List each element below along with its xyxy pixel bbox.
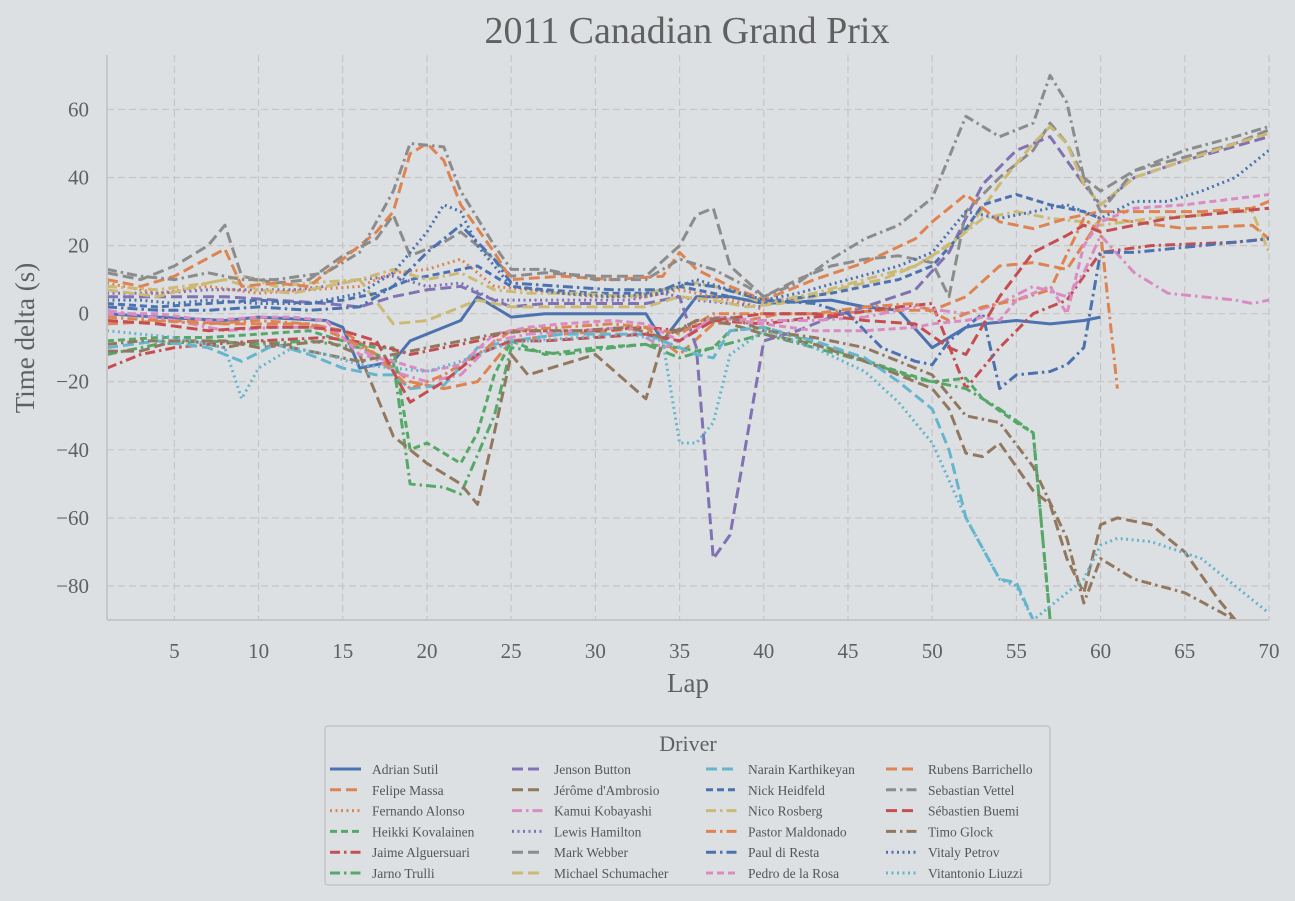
legend-title: Driver: [659, 731, 717, 756]
legend-label-sebastian-vettel: Sebastian Vettel: [928, 783, 1015, 798]
legend-label-paul-di-resta: Paul di Resta: [748, 845, 819, 860]
y-tick-label: −20: [56, 370, 89, 394]
series-line-felipe-massa: [107, 216, 1269, 391]
legend-entries: Adrian Sutil Felipe Massa Fernando Alonso H…: [330, 762, 1033, 881]
x-tick-label: 55: [1006, 639, 1027, 663]
legend-label-narain-karthikeyan: Narain Karthikeyan: [748, 762, 855, 777]
legend-label-nico-rosberg: Nico Rosberg: [748, 804, 823, 819]
y-tick-label: 0: [79, 302, 90, 326]
legend-label-kamui-kobayashi: Kamui Kobayashi: [554, 804, 652, 819]
series-line-kamui-kobayashi: [107, 233, 1269, 384]
legend-label-jenson-button: Jenson Button: [554, 762, 631, 777]
series-line-sebastien-buemi: [107, 206, 1269, 404]
x-tick-label: 15: [332, 639, 353, 663]
legend: Driver Adrian Sutil Felipe Massa Fernando …: [324, 725, 1051, 886]
x-tick-label: 35: [669, 639, 690, 663]
legend-label-pedro-de-la-rosa: Pedro de la Rosa: [748, 866, 839, 881]
x-tick-label: 65: [1174, 639, 1195, 663]
series-lines: [107, 73, 1269, 620]
legend-label-vitaly-petrov: Vitaly Petrov: [928, 845, 1000, 860]
series-line-mark-webber: [107, 121, 1269, 299]
x-tick-label: 70: [1259, 639, 1280, 663]
series-line-heikki-kovalainen: [107, 325, 1052, 620]
x-tick-label: 20: [416, 639, 437, 663]
series-line-pedro-de-la-rosa: [107, 193, 1269, 373]
x-axis-label: Lap: [667, 668, 709, 698]
x-tick-label: 25: [501, 639, 522, 663]
legend-label-michael-schumacher: Michael Schumacher: [554, 866, 669, 881]
legend-label-vitantonio-liuzzi: Vitantonio Liuzzi: [928, 866, 1023, 881]
y-tick-label: 20: [68, 234, 89, 258]
series-line-jenson-button: [107, 135, 1269, 561]
x-tick-label: 60: [1090, 639, 1111, 663]
series-line-vitantonio-liuzzi: [107, 329, 1269, 620]
x-tick-label: 10: [248, 639, 269, 663]
y-axis-label: Time delta (s): [10, 263, 40, 414]
chart-title: 2011 Canadian Grand Prix: [485, 10, 890, 52]
series-line-jarno-trulli: [107, 332, 1052, 620]
legend-frame: [324, 725, 1051, 886]
legend-label-jarno-trulli: Jarno Trulli: [372, 866, 435, 881]
legend-label-fernando-alonso: Fernando Alonso: [372, 804, 465, 819]
legend-label-rubens-barrichello: Rubens Barrichello: [928, 762, 1033, 777]
y-tick-label: 60: [68, 97, 89, 121]
series-line-lewis-hamilton: [107, 274, 764, 309]
series-line-jerome-d-ambrosio: [107, 319, 1237, 620]
grid: [107, 55, 1270, 620]
legend-label-mark-webber: Mark Webber: [554, 845, 629, 860]
series-line-adrian-sutil: [107, 295, 1101, 370]
x-tick-label: 5: [169, 639, 180, 663]
legend-label-heikki-kovalainen: Heikki Kovalainen: [372, 824, 475, 839]
x-tick-label: 40: [753, 639, 774, 663]
series-line-fernando-alonso: [107, 257, 765, 312]
legend-label-sebastien-buemi: Sébastien Buemi: [928, 804, 1019, 819]
x-tick-label: 50: [922, 639, 943, 663]
y-tick-label: −80: [56, 574, 89, 598]
y-tick-label: −60: [56, 506, 89, 530]
x-tick-label: 45: [837, 639, 858, 663]
legend-label-pastor-maldonado: Pastor Maldonado: [748, 824, 847, 839]
legend-label-jaime-alguersuari: Jaime Alguersuari: [372, 845, 470, 860]
legend-label-lewis-hamilton: Lewis Hamilton: [554, 824, 642, 839]
legend-label-jerome-d-ambrosio: Jérôme d'Ambrosio: [554, 783, 660, 798]
legend-label-felipe-massa: Felipe Massa: [372, 783, 444, 798]
x-tick-label: 30: [585, 639, 606, 663]
series-line-timo-glock: [107, 315, 1237, 620]
series-line-sebastian-vettel: [107, 73, 1269, 299]
y-tick-label: 40: [68, 166, 89, 190]
y-tick-label: −40: [56, 438, 89, 462]
legend-label-timo-glock: Timo Glock: [928, 824, 993, 839]
tick-labels: 5 10 15 20 25 30 35 40 45 50 55 60 65 70 −80 −60 −40 −20 0…: [56, 97, 1279, 663]
series-line-michael-schumacher: [107, 125, 1269, 326]
axes-spines: [106, 55, 1269, 621]
series-line-rubens-barrichello: [107, 142, 1269, 302]
legend-label-nick-heidfeld: Nick Heidfeld: [748, 783, 825, 798]
legend-label-adrian-sutil: Adrian Sutil: [372, 762, 439, 777]
